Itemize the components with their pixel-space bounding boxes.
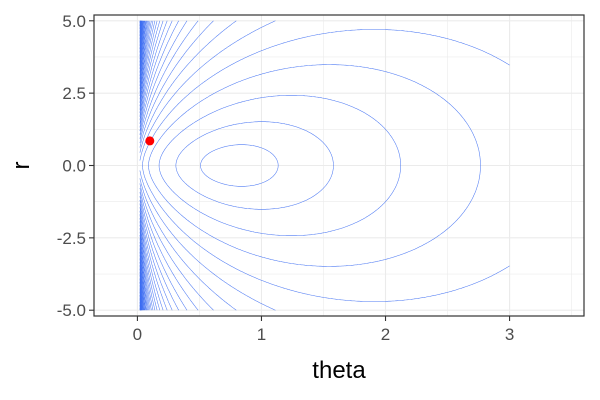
y-tick-label: -5.0 — [57, 301, 86, 320]
x-tick-label: 2 — [381, 325, 390, 344]
contour-line — [139, 20, 164, 311]
contour-line — [139, 20, 156, 311]
x-tick-label: 1 — [257, 325, 266, 344]
contour-line — [139, 20, 154, 311]
y-tick-label: 5.0 — [62, 12, 86, 31]
contour-line — [139, 20, 146, 311]
contour-line — [139, 20, 214, 311]
contour-line — [139, 20, 150, 311]
y-tick-label: 2.5 — [62, 84, 86, 103]
y-tick-label: 0.0 — [62, 157, 86, 176]
highlight-point — [145, 136, 155, 146]
x-tick-label: 0 — [133, 325, 142, 344]
axis-ticks: 0 1 2 3 5.0 2.5 0.0 -2.5 -5.0 — [57, 12, 515, 344]
contour-line — [139, 20, 161, 311]
contour-line — [148, 64, 481, 267]
contour-line — [139, 20, 151, 311]
contour-lines — [139, 20, 510, 311]
contour-line — [200, 144, 279, 187]
contour-line — [175, 121, 334, 210]
contour-line — [139, 20, 147, 311]
contour-line — [139, 20, 148, 311]
contour-line — [139, 20, 237, 311]
contour-line — [139, 20, 168, 311]
x-tick-label: 3 — [505, 325, 514, 344]
contour-line — [139, 20, 188, 311]
contour-line — [139, 20, 199, 311]
contour-line — [139, 20, 158, 311]
contour-line — [139, 20, 152, 311]
y-axis-title: r — [8, 162, 35, 170]
contour-line — [139, 20, 179, 311]
y-tick-label: -2.5 — [57, 229, 86, 248]
x-axis-title: theta — [312, 357, 366, 384]
contour-line — [142, 29, 510, 302]
contour-line — [158, 95, 401, 236]
contour-line — [139, 20, 276, 311]
contour-line — [139, 20, 173, 311]
grid-lines — [94, 15, 584, 316]
contour-line — [139, 20, 149, 311]
